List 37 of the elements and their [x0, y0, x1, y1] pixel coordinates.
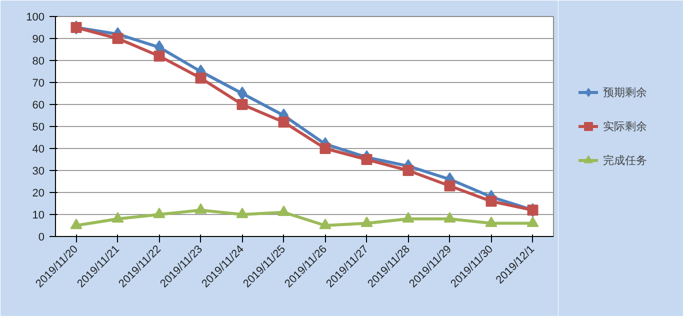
- y-tick-label: 70: [32, 78, 45, 90]
- point: [444, 180, 456, 192]
- y-tick-label: 90: [32, 34, 45, 46]
- legend-label: 预期剩余: [603, 84, 647, 100]
- point: [444, 212, 456, 223]
- point: [320, 143, 331, 154]
- y-tick-label: 30: [32, 166, 45, 178]
- point: [70, 218, 82, 230]
- y-tick-label: 80: [32, 56, 45, 68]
- point: [319, 218, 332, 230]
- point: [402, 165, 414, 176]
- point: [486, 196, 497, 207]
- point: [195, 72, 206, 84]
- point: [154, 50, 165, 62]
- point: [278, 116, 290, 128]
- point: [402, 212, 414, 223]
- y-tick-label: 0: [38, 232, 45, 244]
- point: [112, 33, 124, 44]
- y-tick-label: 50: [32, 122, 45, 134]
- point: [194, 203, 207, 214]
- point: [526, 216, 539, 227]
- y-tick-label: 10: [32, 210, 45, 222]
- point: [153, 208, 166, 218]
- point: [236, 208, 248, 218]
- y-tick-label: 60: [32, 100, 45, 112]
- point: [485, 216, 498, 227]
- y-tick-label: 100: [26, 12, 45, 24]
- legend-label: 实际剩余: [603, 118, 647, 134]
- y-tick-label: 20: [32, 188, 45, 200]
- y-tick-label: 40: [32, 144, 45, 156]
- point: [236, 99, 248, 110]
- point: [360, 216, 373, 227]
- point: [237, 86, 248, 100]
- point: [361, 154, 372, 165]
- point: [278, 205, 290, 216]
- legend-label: 完成任务: [603, 152, 647, 168]
- point: [112, 212, 124, 223]
